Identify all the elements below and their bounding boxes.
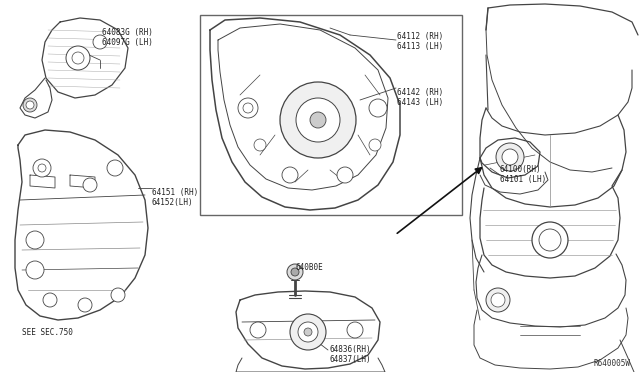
Circle shape	[26, 101, 34, 109]
Circle shape	[250, 322, 266, 338]
Circle shape	[254, 139, 266, 151]
Circle shape	[298, 322, 318, 342]
Circle shape	[23, 98, 37, 112]
Circle shape	[243, 103, 253, 113]
Circle shape	[93, 35, 107, 49]
Circle shape	[111, 288, 125, 302]
Circle shape	[26, 231, 44, 249]
Circle shape	[539, 229, 561, 251]
Circle shape	[33, 159, 51, 177]
Circle shape	[238, 98, 258, 118]
Circle shape	[310, 112, 326, 128]
Text: 64100(RH)
64101 (LH): 64100(RH) 64101 (LH)	[500, 165, 547, 185]
Circle shape	[486, 288, 510, 312]
Text: 64151 (RH)
64152(LH): 64151 (RH) 64152(LH)	[152, 188, 198, 208]
Circle shape	[532, 222, 568, 258]
Circle shape	[78, 298, 92, 312]
Text: SEE SEC.750: SEE SEC.750	[22, 328, 73, 337]
Circle shape	[72, 52, 84, 64]
Circle shape	[26, 261, 44, 279]
Circle shape	[280, 82, 356, 158]
Circle shape	[290, 314, 326, 350]
Circle shape	[369, 139, 381, 151]
Circle shape	[38, 164, 46, 172]
Circle shape	[296, 98, 340, 142]
Circle shape	[369, 99, 387, 117]
Text: 64112 (RH)
64113 (LH): 64112 (RH) 64113 (LH)	[397, 32, 444, 51]
Circle shape	[337, 167, 353, 183]
Circle shape	[43, 293, 57, 307]
Circle shape	[287, 264, 303, 280]
Circle shape	[83, 178, 97, 192]
Text: 64083G (RH)
64097G (LH): 64083G (RH) 64097G (LH)	[102, 28, 153, 47]
Text: 64836(RH)
64837(LH): 64836(RH) 64837(LH)	[330, 345, 372, 365]
Circle shape	[107, 160, 123, 176]
Circle shape	[66, 46, 90, 70]
Text: 640B0E: 640B0E	[296, 263, 324, 272]
Circle shape	[347, 322, 363, 338]
Bar	[200, 15, 462, 215]
Circle shape	[502, 149, 518, 165]
Circle shape	[304, 328, 312, 336]
Circle shape	[282, 167, 298, 183]
Text: R640005W: R640005W	[593, 359, 630, 368]
Text: 64142 (RH)
64143 (LH): 64142 (RH) 64143 (LH)	[397, 88, 444, 108]
Circle shape	[491, 293, 505, 307]
Circle shape	[496, 143, 524, 171]
Circle shape	[291, 268, 299, 276]
